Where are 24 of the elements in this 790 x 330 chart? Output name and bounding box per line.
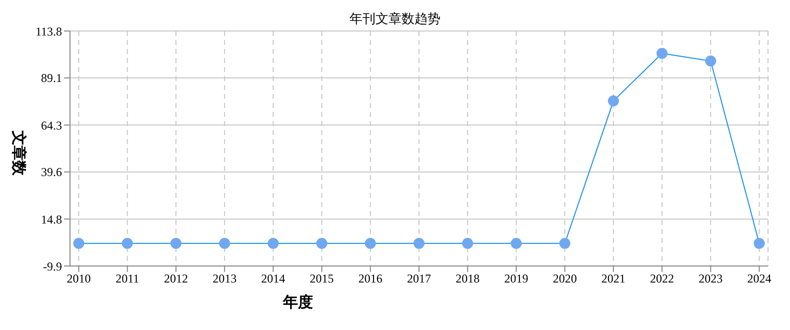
x-tick-label: 2013 (212, 272, 237, 286)
y-tick-label: 113.8 (35, 24, 62, 38)
y-tick-label: 64.3 (41, 118, 62, 132)
x-tick-label: 2011 (116, 272, 140, 286)
x-tick-label: 2020 (552, 272, 577, 286)
x-tick-label: 2012 (164, 272, 188, 286)
x-tick-label: 2022 (650, 272, 674, 286)
y-axis-title: 文章数 (10, 130, 28, 176)
x-tick-label: 2023 (698, 272, 723, 286)
y-tick-label: 39.6 (41, 165, 62, 180)
x-tick-label: 2019 (504, 272, 528, 286)
x-tick-label: 2010 (66, 272, 91, 286)
x-axis-title: 年度 (283, 293, 313, 312)
y-tick-label: 14.8 (41, 212, 62, 226)
y-tick-label: 89.1 (41, 71, 62, 86)
x-tick-label: 2014 (261, 272, 286, 286)
x-tick-label: 2018 (456, 272, 480, 286)
x-tick-label: 2017 (407, 272, 431, 286)
x-tick-label: 2015 (310, 272, 334, 286)
x-tick-label: 2021 (601, 272, 626, 286)
x-tick-label: 2016 (358, 272, 382, 286)
y-tick-label: -9.9 (43, 259, 62, 274)
chart-title: 年刊文章数趋势 (350, 11, 440, 26)
x-tick-label: 2024 (747, 272, 772, 286)
